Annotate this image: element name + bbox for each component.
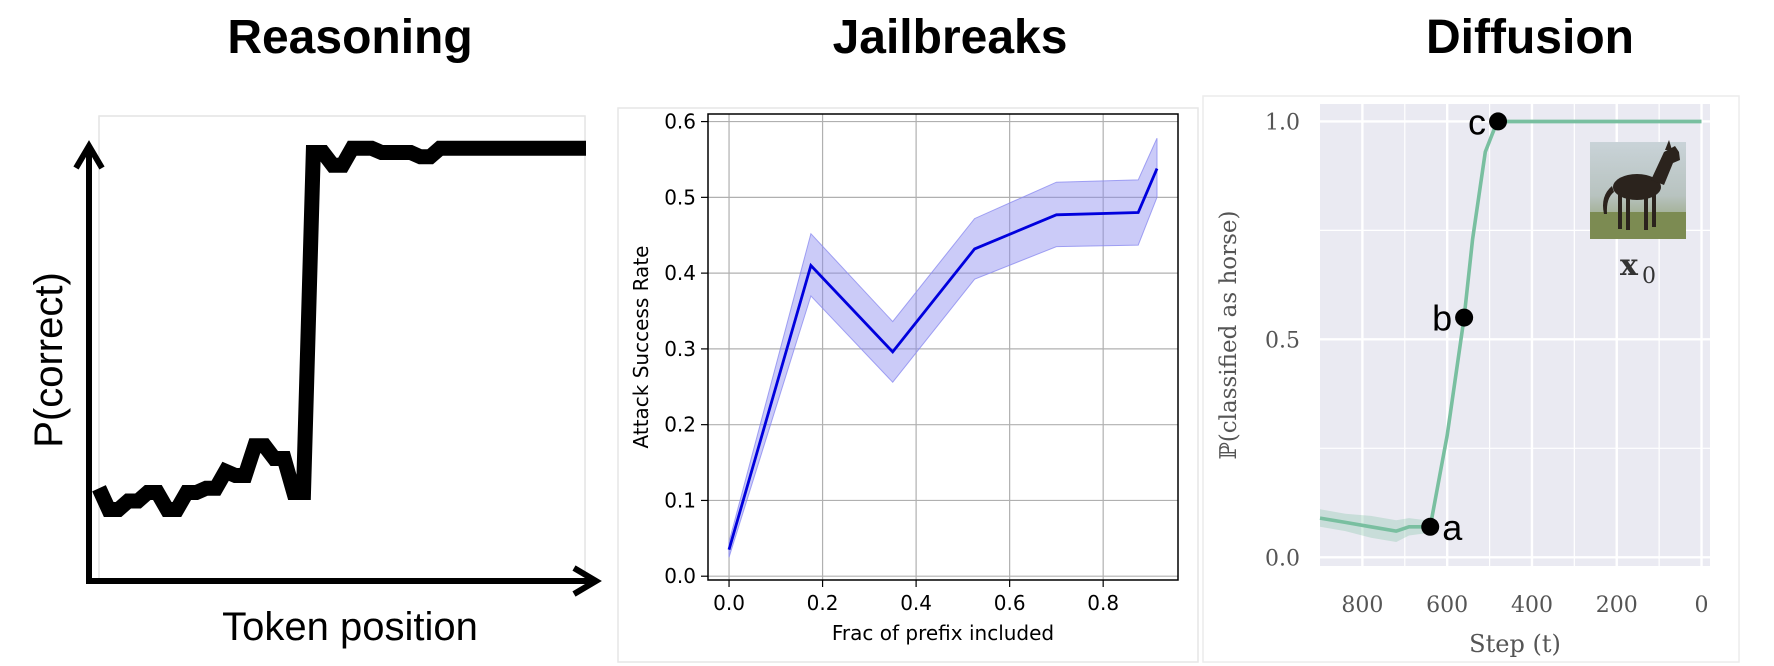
reasoning-y-arrow <box>73 140 105 170</box>
reasoning-y-label: P(correct) <box>27 272 71 448</box>
jailbreaks-y-tick-label: 0.2 <box>664 413 696 437</box>
image-caption: x <box>1620 248 1639 283</box>
diffusion-y-label: ℙ(classified as horse) <box>1216 210 1242 459</box>
diffusion-x-tick-label: 800 <box>1341 593 1383 618</box>
horse-image <box>1590 140 1686 239</box>
annotation-point-a <box>1421 517 1440 536</box>
jailbreaks-title: Jailbreaks <box>832 11 1068 64</box>
reasoning-x-label: Token position <box>222 605 478 649</box>
jailbreaks-confidence-band <box>728 137 1158 558</box>
annotation-label-c: c <box>1468 101 1486 142</box>
reasoning-curve <box>92 140 586 517</box>
diffusion-x-tick-label: 0 <box>1695 593 1709 618</box>
jailbreaks-panel: 0.0 0.2 0.4 0.6 0.8 0.0 0.1 0.2 0.3 0.4 0.5 0.6 Fra… <box>617 107 1199 663</box>
jailbreaks-series-line <box>727 168 1159 551</box>
jailbreaks-y-tick-label: 0.6 <box>664 110 696 134</box>
jailbreaks-y-tick-label: 0.0 <box>664 564 696 588</box>
jailbreaks-panel-frame <box>617 107 1199 663</box>
diffusion-y-tick-label: 0.0 <box>1265 546 1300 571</box>
annotation-label-b: b <box>1432 298 1452 339</box>
reasoning-x-arrow <box>572 565 602 597</box>
diffusion-x-label: Step (t) <box>1469 630 1561 658</box>
diffusion-title: Diffusion <box>1426 11 1634 64</box>
diffusion-panel: 800 600 400 200 0 0.0 0.5 1.0 Step (t) ℙ(classif… <box>1202 95 1740 663</box>
jailbreaks-x-tick-label: 0.6 <box>994 591 1026 615</box>
annotation-point-c <box>1489 112 1508 131</box>
jailbreaks-x-label: Frac of prefix included <box>832 621 1054 645</box>
reasoning-title: Reasoning <box>227 11 473 64</box>
annotation-label-a: a <box>1442 507 1463 548</box>
jailbreaks-x-tick-label: 0.8 <box>1087 591 1119 615</box>
jailbreaks-y-label: Attack Success Rate <box>629 246 653 449</box>
jailbreaks-x-tick-label: 0.4 <box>900 591 932 615</box>
jailbreaks-y-tick-label: 0.3 <box>664 337 696 361</box>
reasoning-panel: Token position P(correct) <box>27 115 602 649</box>
jailbreaks-x-tick-label: 0.2 <box>807 591 839 615</box>
diffusion-x-tick-label: 400 <box>1511 593 1553 618</box>
jailbreaks-plot-frame <box>707 113 1179 581</box>
diffusion-x-tick-label: 200 <box>1596 593 1638 618</box>
diffusion-y-tick-label: 0.5 <box>1265 328 1300 353</box>
jailbreaks-x-tick-label: 0.0 <box>713 591 745 615</box>
jailbreaks-y-tick-label: 0.5 <box>664 185 696 209</box>
diffusion-panel-frame <box>1202 95 1740 663</box>
diffusion-series-line <box>1319 119 1702 533</box>
jailbreaks-y-tick-label: 0.4 <box>664 261 696 285</box>
diffusion-x-tick-label: 600 <box>1426 593 1468 618</box>
annotation-point-b <box>1455 308 1474 327</box>
jailbreaks-y-tick-label: 0.1 <box>664 488 696 512</box>
image-caption-subscript: 0 <box>1642 264 1656 289</box>
diffusion-y-tick-label: 1.0 <box>1265 110 1300 135</box>
